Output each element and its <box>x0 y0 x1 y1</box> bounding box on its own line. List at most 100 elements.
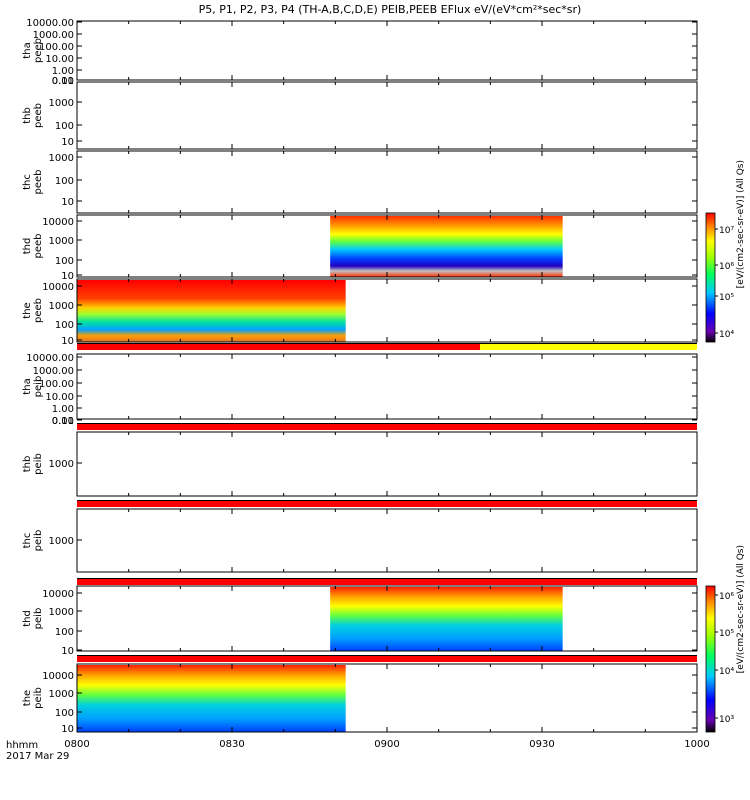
panel-label-instrument: peeb <box>33 38 44 63</box>
spectrogram-block <box>77 665 346 732</box>
y-tick-label: 1000 <box>49 236 74 247</box>
y-tick-label: 10 <box>61 646 74 657</box>
y-tick-label: 10000 <box>42 671 74 682</box>
x-tick-label: 0930 <box>529 739 554 750</box>
panel-thb-peib: 1000 thb peib <box>22 431 698 497</box>
panel-label-instrument: peeb <box>33 298 44 323</box>
panel-the-peib: 10000 1000 100 10 the peib <box>22 663 698 735</box>
y-tick-label: 10 <box>61 724 74 735</box>
status-bar-edge <box>77 423 697 424</box>
panel-label-instrument: peib <box>33 687 44 709</box>
y-tick-label: 0.01 <box>52 76 74 87</box>
panel-frame <box>76 353 698 420</box>
panel-frame <box>76 20 698 81</box>
panel-label-instrument: peeb <box>33 170 44 195</box>
status-bar <box>77 501 697 507</box>
panel-thd-peib: 10000 1000 100 10 thd peib <box>22 585 698 657</box>
colorbar-strip <box>705 585 716 733</box>
time-label-hhmm: hhmm <box>6 740 38 751</box>
status-bar <box>77 424 697 430</box>
y-tick-label: 1000 <box>49 689 74 700</box>
status-bar-edge <box>77 655 697 656</box>
panel-label-instrument: peib <box>33 530 44 552</box>
x-tick-label: 0800 <box>64 739 89 750</box>
status-bar-edge <box>77 500 697 501</box>
y-tick-label: 100.00 <box>39 379 74 390</box>
panel-label-probe: thc <box>22 533 33 549</box>
panel-label-probe: thb <box>22 107 33 124</box>
panel-label-instrument: peib <box>33 376 44 398</box>
y-tick-label: 10.00 <box>45 392 74 403</box>
y-tick-label: 100 <box>55 320 74 331</box>
panel-label-probe: tha <box>22 378 33 394</box>
y-tick-label: 100 <box>55 176 74 187</box>
y-tick-label: 1000 <box>49 459 74 470</box>
y-tick-label: 1.00 <box>52 404 74 415</box>
chart-title: P5, P1, P2, P3, P4 (TH-A,B,C,D,E) PEIB,P… <box>199 3 582 16</box>
y-tick-label: 1.00 <box>52 66 74 77</box>
panel-label-probe: thb <box>22 456 33 473</box>
colorbar-tick-label: 10³ <box>719 715 734 725</box>
panel-label-probe: the <box>22 302 33 318</box>
y-tick-label: 10 <box>61 271 74 282</box>
y-tick-label: 1000 <box>49 536 74 547</box>
panel-frame <box>76 150 698 214</box>
y-tick-label: 0.01 <box>52 416 74 427</box>
y-tick-label: 10000 <box>42 282 74 293</box>
panel-thd-peeb: 10000 1000 100 10 thd peeb <box>22 214 698 282</box>
y-tick-label: 10000 <box>42 217 74 228</box>
colorbar-top-title: [eV/(cm2-sec-sr-eV)] (All Qs) <box>736 160 746 288</box>
panel-label-instrument: peib <box>33 608 44 630</box>
y-tick-label: 1000 <box>49 301 74 312</box>
panels-group: 10000.001000.00100.0010.001.000.100.01th… <box>22 18 698 735</box>
status-bar <box>77 344 480 350</box>
colorbar-tick-label: 10⁵ <box>719 293 734 303</box>
y-tick-label: 1000 <box>49 153 74 164</box>
colorbar-tick-label: 10⁷ <box>719 226 734 236</box>
y-tick-label: 10000 <box>42 589 74 600</box>
y-tick-label: 1000 <box>49 98 74 109</box>
panel-thc-peeb: 1000 100 10 thc peeb <box>22 150 698 214</box>
panel-label-probe: thd <box>22 610 33 627</box>
spectrogram-block <box>77 280 346 342</box>
status-bar <box>77 656 697 662</box>
colorbar-tick-label: 10⁴ <box>719 330 734 340</box>
y-tick-label: 1000.00 <box>33 30 74 41</box>
status-bar-edge <box>77 343 697 344</box>
x-tick-label: 0900 <box>374 739 399 750</box>
colorbar-tick-label: 10⁵ <box>719 629 734 639</box>
y-tick-label: 10 <box>61 197 74 208</box>
y-tick-label: 10000.00 <box>26 18 74 29</box>
panel-label-instrument: peeb <box>33 103 44 128</box>
panel-frame <box>76 508 698 573</box>
panel-label-instrument: peeb <box>33 234 44 259</box>
y-tick-label: 100.00 <box>39 42 74 53</box>
y-tick-label: 10 <box>61 137 74 148</box>
spectrogram-block <box>330 216 563 277</box>
status-bar <box>77 579 697 585</box>
panel-label-probe: tha <box>22 42 33 58</box>
colorbar-bottom: 10⁶ 10⁵ 10⁴ 10³ <box>705 585 734 733</box>
y-tick-label: 100 <box>55 256 74 267</box>
panel-thb-peeb: 1000 100 10 thb peeb <box>22 81 698 150</box>
colorbar-tick-label: 10⁴ <box>719 667 734 677</box>
colorbar-tick-label: 10⁶ <box>719 262 734 272</box>
panel-thc-peib: 1000 thc peib <box>22 508 698 573</box>
y-tick-label: 10 <box>61 336 74 347</box>
time-label-date: 2017 Mar 29 <box>6 751 69 762</box>
y-tick-label: 0.10 <box>52 416 74 427</box>
panel-frame <box>76 431 698 497</box>
status-bar <box>480 344 697 350</box>
colorbar-top: 10⁷ 10⁶ 10⁵ 10⁴ <box>705 212 734 343</box>
panel-tha-peib: 10000.00 1000.00 100.00 10.001.000.100.01 th… <box>22 353 698 427</box>
y-tick-label: 100 <box>55 121 74 132</box>
y-tick-label: 0.10 <box>52 76 74 87</box>
colorbar-tick-label: 10⁶ <box>719 592 734 602</box>
panel-label-probe: thd <box>22 238 33 255</box>
status-bar-edge <box>77 578 697 579</box>
panel-label-probe: the <box>22 690 33 706</box>
x-tick-label: 1000 <box>684 739 709 750</box>
panel-label-instrument: peib <box>33 453 44 475</box>
y-tick-label: 1000.00 <box>33 366 74 377</box>
